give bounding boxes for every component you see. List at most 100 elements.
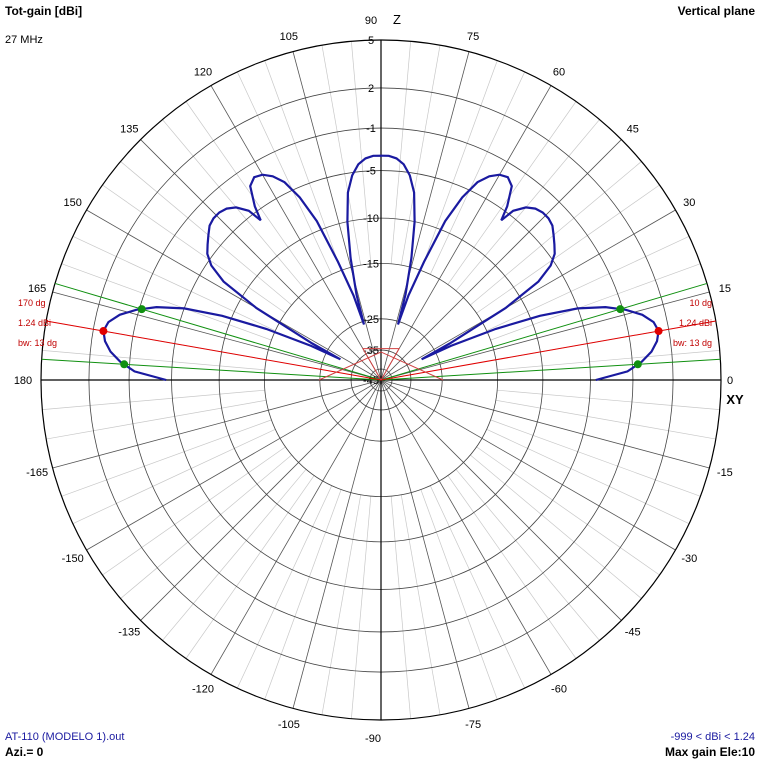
radial-grid-line [162, 119, 307, 291]
radial-grid-line [476, 184, 660, 314]
radial-grid-line [236, 71, 333, 275]
radial-grid-line [470, 161, 642, 306]
angle-label: 0 [727, 375, 733, 387]
beamwidth-line [41, 358, 382, 381]
radial-grid-line [292, 379, 382, 709]
radial-grid-line [46, 399, 267, 440]
radial-grid-line [351, 41, 372, 264]
radial-grid-line [476, 446, 660, 576]
radial-grid-line [429, 485, 526, 689]
radial-grid-line [380, 51, 470, 381]
radial-grid-line [497, 350, 720, 371]
radial-grid-line [185, 475, 315, 659]
radial-grid-line [455, 119, 600, 291]
radial-grid-line [380, 85, 552, 381]
azimuth-label: Azi.= 0 [5, 745, 44, 759]
radial-grid-line [490, 263, 701, 341]
radial-grid-line [380, 379, 710, 469]
reference-shape [318, 351, 444, 381]
radial-grid-line [390, 496, 411, 719]
radial-grid-line [102, 184, 286, 314]
angle-label: 180 [14, 375, 32, 387]
angle-label: 75 [467, 31, 479, 43]
beamwidth-line [380, 358, 721, 381]
angle-label: 15 [719, 283, 731, 295]
radiation-pattern [102, 154, 660, 382]
gain-ring-label: -25 [363, 314, 379, 326]
max-gain-annotation-left: bw: 13 dg [18, 338, 57, 348]
radial-grid-line [495, 399, 716, 440]
reference-shape [362, 348, 400, 381]
radial-grid-line [380, 379, 470, 709]
radial-grid-line [447, 101, 577, 285]
frequency-label: 27 MHz [5, 34, 43, 46]
gain-ring-label: -35 [363, 345, 379, 357]
angle-label: 165 [28, 283, 46, 295]
angle-label: 135 [120, 123, 138, 135]
radial-grid-line [120, 161, 292, 306]
gain-ring-label: 5 [368, 35, 374, 47]
radial-grid-line [264, 489, 342, 700]
radial-grid-line [486, 428, 690, 525]
angle-label: -30 [681, 553, 697, 565]
angle-label: -165 [26, 467, 48, 479]
radial-grid-line [486, 235, 690, 332]
radial-grid-line [236, 485, 333, 689]
radial-grid-line [321, 494, 362, 715]
max-gain-label: Max gain Ele:10 [664, 745, 755, 759]
radial-grid-line [429, 71, 526, 275]
radial-grid-line [264, 60, 342, 271]
radial-grid-line [455, 469, 600, 641]
radial-grid-line [52, 291, 382, 381]
max-gain-marker [99, 327, 108, 336]
beamwidth-marker [137, 305, 146, 314]
axis-label-z: Z [393, 12, 401, 27]
radial-grid-line [351, 496, 372, 719]
angle-label: -75 [465, 719, 481, 731]
beamwidth-line [380, 282, 708, 381]
radial-grid-line [380, 379, 552, 675]
radial-grid-line [497, 389, 720, 410]
radial-grid-line [390, 41, 411, 264]
radial-grid-line [420, 489, 498, 700]
gain-ring-label: 2 [368, 83, 374, 95]
file-name: AT-110 (MODELO 1).out [5, 731, 125, 743]
radial-grid-line [72, 428, 276, 525]
radial-grid-line [400, 45, 441, 266]
angle-label: -15 [717, 467, 733, 479]
radial-grid-line [447, 475, 577, 659]
beamwidth-marker [633, 360, 642, 369]
max-gain-annotation-left: 170 dg [18, 298, 46, 308]
radial-grid-line [120, 454, 292, 599]
angle-label: 150 [64, 197, 82, 209]
radial-grid-line [380, 139, 622, 381]
gain-ring-label: -15 [363, 258, 379, 270]
max-gain-marker [654, 327, 663, 336]
angle-label: -105 [278, 719, 300, 731]
radial-grid-line [210, 85, 382, 381]
radial-grid-line [321, 45, 362, 266]
radial-grid-line [86, 209, 382, 381]
beamwidth-line [54, 282, 382, 381]
radial-grid-line [380, 379, 676, 551]
angle-label: 90 [365, 15, 377, 27]
beamwidth-marker [616, 305, 625, 314]
radial-grid-line [42, 350, 265, 371]
radial-grid-line [185, 101, 315, 285]
beamwidth-marker [120, 360, 129, 369]
angle-label: -150 [62, 553, 84, 565]
angle-label: 45 [627, 123, 639, 135]
angle-label: 120 [194, 67, 212, 79]
radial-grid-line [61, 419, 272, 497]
radial-grid-line [140, 379, 382, 621]
max-gain-annotation-right: 10 dg [689, 298, 712, 308]
angle-label: 105 [280, 31, 298, 43]
radial-grid-line [61, 263, 272, 341]
radial-grid-line [400, 494, 441, 715]
gain-range: -999 < dBi < 1.24 [670, 731, 755, 743]
radial-grid-line [490, 419, 701, 497]
radial-grid-line [210, 379, 382, 675]
radial-grid-line [380, 379, 622, 621]
radial-grid-line [102, 446, 286, 576]
